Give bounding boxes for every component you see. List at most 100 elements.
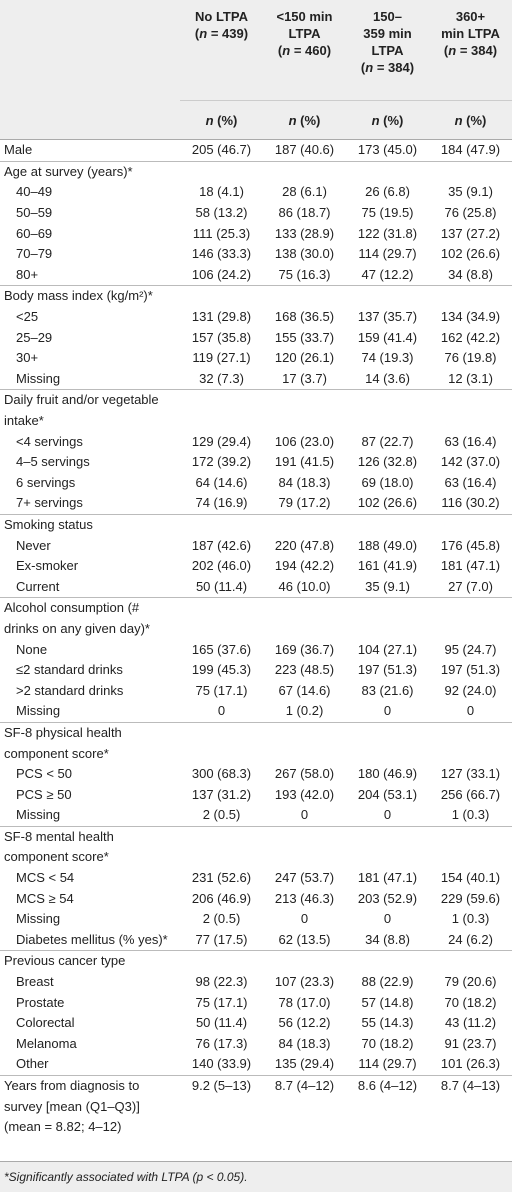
table-row: Years from diagnosis to 9.2 (5–13) 8.7 (4–… xyxy=(0,1074,512,1097)
cell-value: 8.6 (4–12) xyxy=(346,1074,429,1097)
cell-value xyxy=(429,389,512,411)
cell-value: 181 (47.1) xyxy=(440,558,501,574)
header-lt150: <150 min LTPA (n = 460) xyxy=(263,0,346,101)
cell-value: 95 (24.7) xyxy=(444,641,497,657)
cell-value: 104 (27.1) xyxy=(357,641,418,657)
table-row: Colorectal 50 (11.4) 56 (12.2) 55 (14.3) 43 … xyxy=(0,1013,512,1034)
cell-value: 92 (24.0) xyxy=(444,682,497,698)
table-row: 50–59 58 (13.2) 86 (18.7) 75 (19.5) 76 (25.8… xyxy=(0,203,512,224)
cell-value xyxy=(180,597,263,619)
table-row: 80+ 106 (24.2) 75 (16.3) 47 (12.2) 34 (8.8) xyxy=(0,265,512,286)
header-150-359: 150– 359 min LTPA (n = 384) xyxy=(346,0,429,101)
row-label: component score* xyxy=(4,745,109,761)
cell-value: 86 (18.7) xyxy=(278,205,331,221)
cell-value: 169 (36.7) xyxy=(274,641,335,657)
row-label: SF-8 mental health xyxy=(0,825,180,848)
table-row: Ex-smoker 202 (46.0) 194 (42.2) 161 (41.9) 1… xyxy=(0,556,512,577)
cell-value: 197 (51.3) xyxy=(357,662,418,678)
cell-value: 131 (29.8) xyxy=(191,309,252,325)
row-label: 80+ xyxy=(16,266,39,282)
cell-value: 106 (24.2) xyxy=(191,266,252,282)
row-label: Years from diagnosis to xyxy=(0,1074,180,1097)
cell-value xyxy=(346,1117,429,1138)
cell-value xyxy=(429,160,512,183)
cell-value: 8.7 (4–12) xyxy=(263,1074,346,1097)
cell-value xyxy=(180,285,263,307)
cell-value: 67 (14.6) xyxy=(278,682,331,698)
cell-value xyxy=(263,160,346,183)
cell-value: 172 (39.2) xyxy=(191,454,252,470)
header-n: (n = 460) xyxy=(277,43,332,58)
footnote: *Significantly associated with LTPA (p <… xyxy=(0,1161,512,1192)
cell-value: 74 (16.9) xyxy=(195,495,248,511)
cell-value: 129 (29.4) xyxy=(191,433,252,449)
cell-value: 50 (11.4) xyxy=(195,1015,248,1031)
table-row: PCS < 50 300 (68.3) 267 (58.0) 180 (46.9) 12… xyxy=(0,764,512,785)
cell-value: 157 (35.8) xyxy=(191,329,252,345)
header-row: No LTPA (n = 439) <150 min LTPA (n = 460… xyxy=(0,0,512,101)
cell-value: 0 xyxy=(383,703,392,719)
cell-value xyxy=(263,619,346,640)
cell-value: 247 (53.7) xyxy=(274,870,335,886)
row-label: (mean = 8.82; 4–12) xyxy=(4,1119,122,1135)
row-label: drinks on any given day)* xyxy=(4,620,150,636)
cell-value: 120 (26.1) xyxy=(274,350,335,366)
table-row: Male 205 (46.7) 187 (40.6) 173 (45.0) 184 (4… xyxy=(0,139,512,162)
cell-value xyxy=(180,513,263,536)
table-row: component score* xyxy=(0,847,512,868)
cell-value: 75 (17.1) xyxy=(195,994,248,1010)
cell-value: 223 (48.5) xyxy=(274,662,335,678)
table-row: 40–49 18 (4.1) 28 (6.1) 26 (6.8) 35 (9.1) xyxy=(0,182,512,203)
cell-value: 0 xyxy=(466,703,475,719)
row-label: Missing xyxy=(16,807,61,823)
table-row: survey [mean (Q1–Q3)] xyxy=(0,1096,512,1117)
cell-value: 76 (19.8) xyxy=(444,350,497,366)
table-row: Daily fruit and/or vegetable xyxy=(0,389,512,411)
cell-value xyxy=(263,513,346,536)
cell-value: 91 (23.7) xyxy=(444,1035,497,1051)
cell-value xyxy=(429,950,512,972)
cell-value: 0 xyxy=(383,807,392,823)
table-row: drinks on any given day)* xyxy=(0,619,512,640)
row-label: Ex-smoker xyxy=(16,558,79,574)
cell-value: 155 (33.7) xyxy=(274,329,335,345)
cell-value: 78 (17.0) xyxy=(278,994,331,1010)
cell-value xyxy=(429,721,512,744)
cell-value xyxy=(180,825,263,848)
row-label: PCS ≥ 50 xyxy=(16,786,72,802)
table-row: SF-8 physical health xyxy=(0,721,512,744)
cell-value xyxy=(180,619,263,640)
row-label: SF-8 physical health xyxy=(0,721,180,744)
row-label: Breast xyxy=(16,974,54,990)
cell-value: 56 (12.2) xyxy=(278,1015,331,1031)
cell-value xyxy=(429,285,512,307)
cell-value xyxy=(429,513,512,536)
cell-value: 8.7 (4–13) xyxy=(429,1074,512,1097)
cell-value: 34 (8.8) xyxy=(365,931,410,947)
cell-value: 102 (26.6) xyxy=(357,495,418,511)
cell-value: 83 (21.6) xyxy=(361,682,414,698)
cell-value: 84 (18.3) xyxy=(278,474,331,490)
cell-value: 213 (46.3) xyxy=(274,890,335,906)
cell-value xyxy=(429,743,512,764)
row-label: survey [mean (Q1–Q3)] xyxy=(4,1098,140,1114)
cell-value xyxy=(429,1096,512,1117)
row-label: 30+ xyxy=(16,350,39,366)
cell-value xyxy=(346,1096,429,1117)
table-row: Previous cancer type xyxy=(0,950,512,972)
cell-value xyxy=(180,1117,263,1138)
cell-value: 122 (31.8) xyxy=(357,225,418,241)
cell-value xyxy=(263,1117,346,1138)
table-row: component score* xyxy=(0,743,512,764)
cell-value: 133 (28.9) xyxy=(274,225,335,241)
cell-value: 180 (46.9) xyxy=(357,766,418,782)
cell-value: 63 (16.4) xyxy=(444,474,497,490)
cell-value xyxy=(346,825,429,848)
table-row: SF-8 mental health xyxy=(0,825,512,848)
cell-value: 159 (41.4) xyxy=(357,329,418,345)
table-row: 30+ 119 (27.1) 120 (26.1) 74 (19.3) 76 (19.8… xyxy=(0,348,512,369)
cell-value: 0 xyxy=(300,911,309,927)
cell-value: 267 (58.0) xyxy=(274,766,335,782)
row-label: Melanoma xyxy=(16,1035,77,1051)
table-row: 60–69 111 (25.3) 133 (28.9) 122 (31.8) 137 (… xyxy=(0,223,512,244)
